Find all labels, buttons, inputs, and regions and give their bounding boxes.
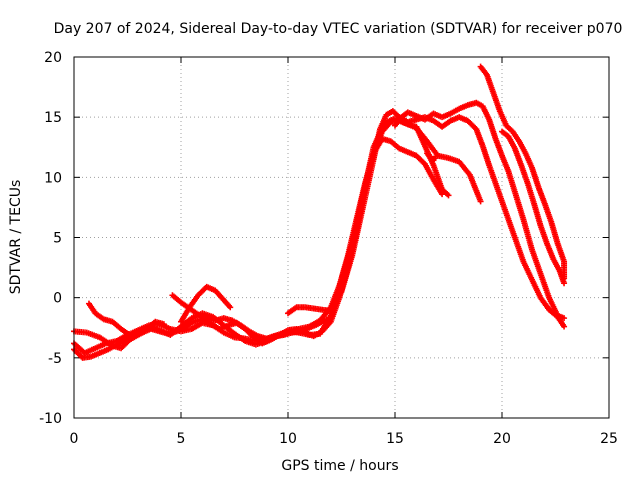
x-tick-label: 25: [600, 431, 618, 447]
y-tick-label: 15: [44, 110, 62, 126]
data-point: [561, 315, 568, 322]
x-tick-label: 10: [279, 431, 297, 447]
y-tick-label: 20: [44, 50, 62, 66]
y-tick-label: 10: [44, 170, 62, 186]
series-track-9: [392, 99, 568, 322]
chart-title: Day 207 of 2024, Sidereal Day-to-day VTE…: [54, 21, 623, 37]
series-track-8: [327, 108, 568, 330]
series-track-10: [424, 150, 439, 163]
y-tick-label: -10: [39, 411, 62, 427]
data-point: [445, 192, 452, 199]
data-points: [71, 63, 568, 361]
series-track-6: [169, 292, 330, 342]
plot-frame: [73, 56, 610, 419]
series-track-4: [85, 300, 167, 338]
y-axis-label: SDTVAR / TECUs: [8, 180, 24, 295]
x-tick-label: 15: [386, 431, 404, 447]
data-point: [477, 198, 484, 205]
data-point: [432, 155, 439, 162]
x-tick-label: 0: [70, 431, 79, 447]
data-point: [561, 323, 568, 330]
x-axis-label: GPS time / hours: [281, 458, 398, 474]
y-tick-label: 5: [53, 231, 62, 247]
data-point: [160, 321, 167, 328]
series-track-3: [71, 117, 452, 361]
series-track-1: [71, 135, 446, 352]
x-tick-label: 5: [177, 431, 186, 447]
y-tick-label: 0: [53, 291, 62, 307]
y-tick-labels: -10 -5 0 5 10 15 20: [39, 50, 62, 427]
data-point: [323, 316, 330, 323]
data-point: [227, 304, 234, 311]
data-point: [561, 280, 568, 287]
y-tick-label: -5: [48, 351, 62, 367]
series-track-5: [178, 283, 234, 325]
x-tick-label: 20: [493, 431, 511, 447]
series-track-11: [477, 63, 568, 282]
series-track-12: [499, 128, 568, 287]
series-track-2: [71, 115, 484, 357]
x-tick-labels: 0 5 10 15 20 25: [70, 431, 618, 447]
